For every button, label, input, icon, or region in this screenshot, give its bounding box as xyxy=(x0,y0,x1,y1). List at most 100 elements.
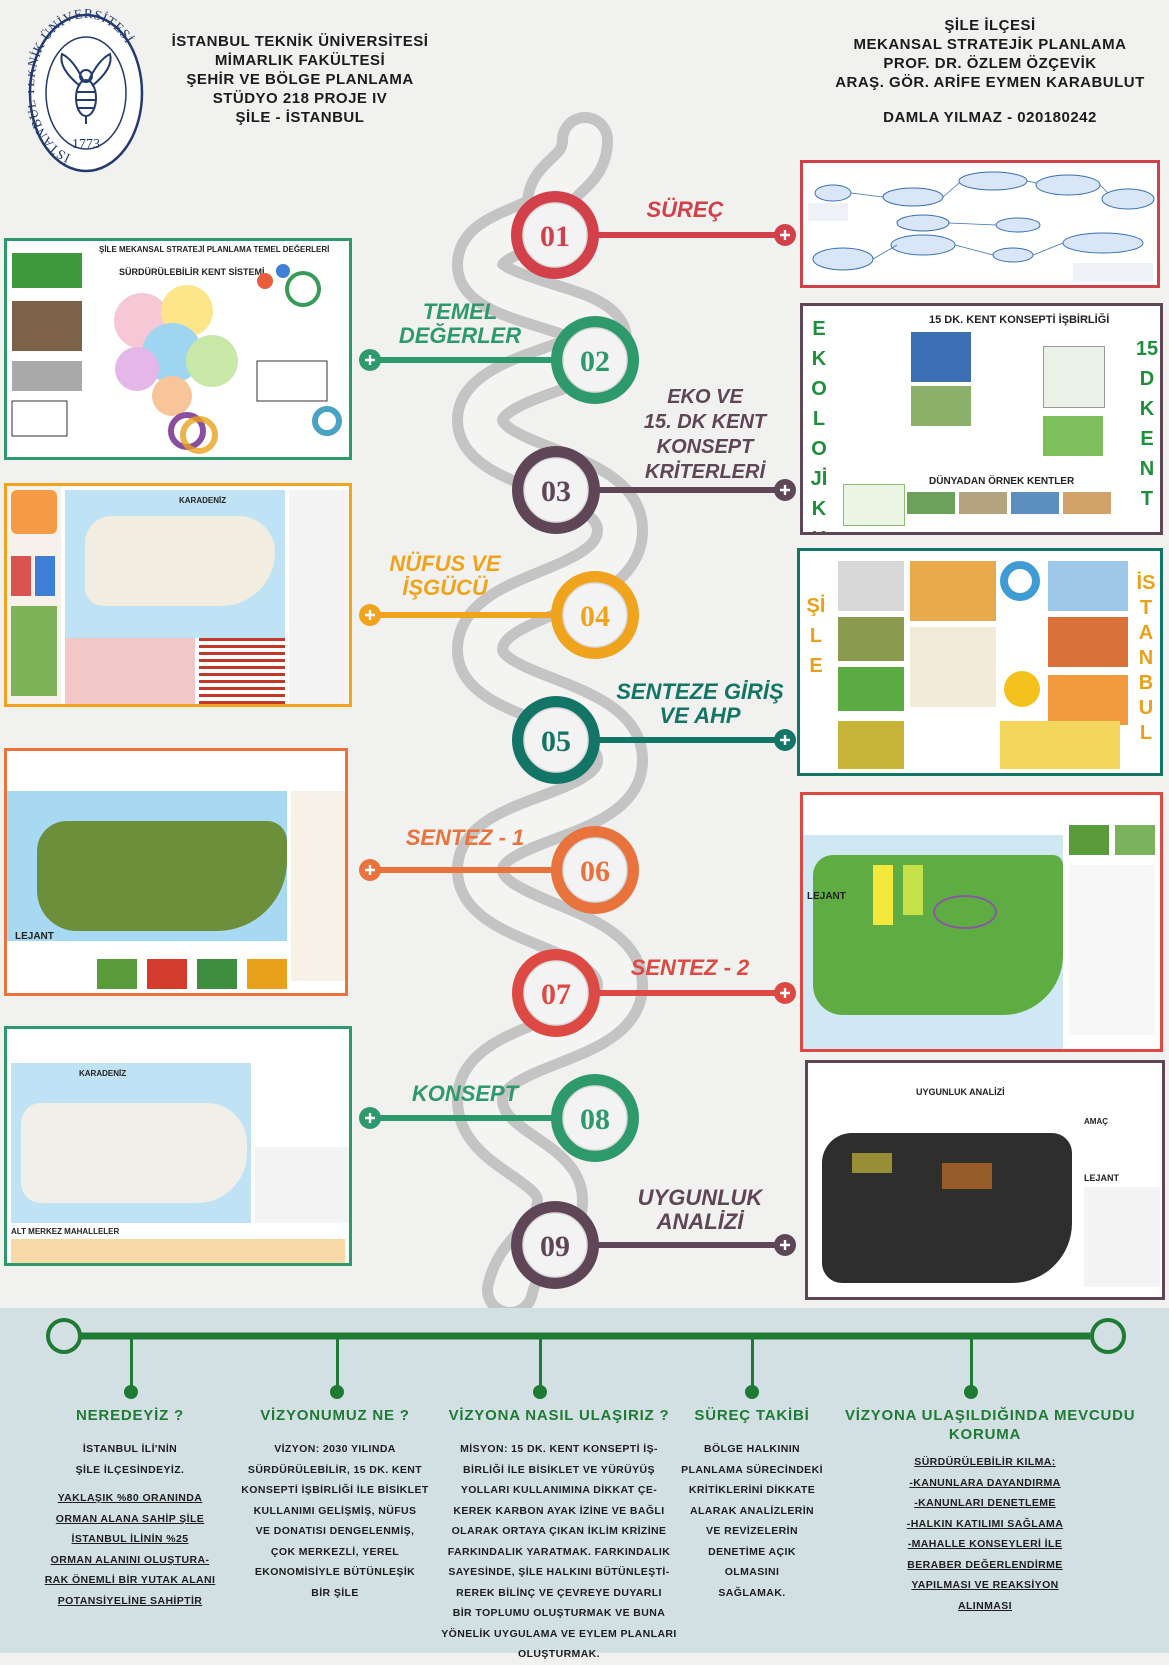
board-temel-degerler[interactable]: ŞİLE MEKANSAL STRATEJİ PLANLAMA TEMEL DE… xyxy=(4,238,352,460)
board-konsept[interactable]: KARADENİZ ALT MERKEZ MAHALLELER xyxy=(4,1026,352,1266)
photo xyxy=(911,332,971,382)
timeline-line: YOLLARI KULLANIMINA DİKKAT ÇE- xyxy=(460,1484,658,1496)
board-uygunluk[interactable]: UYGUNLUK ANALİZİ AMAÇ LEJANT xyxy=(805,1060,1165,1300)
timeline-line: VE REVİZELERİN xyxy=(706,1525,798,1537)
timeline-line: -HALKIN KATILIMI SAĞLAMA xyxy=(906,1517,1064,1530)
timeline-line: ÇOK MERKEZLİ, YEREL xyxy=(270,1545,400,1558)
step-label-sentez-1: SENTEZ - 1 xyxy=(405,825,525,850)
timeline-line: -KANUNLARA DAYANDIRMA xyxy=(909,1476,1061,1489)
step-label-surec: SÜREÇ xyxy=(646,197,724,222)
step-label-temel-degerler: TEMEL DEĞERLER xyxy=(398,299,522,348)
timeline-line: PLANLAMA SÜRECİNDEKİ xyxy=(681,1463,823,1476)
header-left-line: ŞEHİR VE BÖLGE PLANLAMA xyxy=(186,71,414,88)
board-surec[interactable] xyxy=(800,160,1160,288)
step-label-uygunluk: UYGUNLUK ANALİZİ xyxy=(637,1185,763,1234)
suitability-map xyxy=(822,1133,1072,1283)
timeline-line: YAPILMASI VE REAKSİYON xyxy=(911,1579,1059,1591)
header-left: İSTANBUL TEKNİK ÜNİVERSİTESİ MİMARLIK FA… xyxy=(150,32,450,127)
timeline-line: SAYESİNDE, ŞİLE HALKINI BÜTÜNLEŞTİ- xyxy=(448,1566,670,1578)
timeline-line: SAĞLAMAK. xyxy=(718,1586,786,1599)
timeline-line: KRİTİKLERİNİ DİKKATE xyxy=(688,1484,816,1496)
step-label-sentez-2: SENTEZ - 2 xyxy=(630,955,750,980)
timeline-col-vizyon: VİZYONUMUZ NE ? VİZYON: 2030 YILINDA SÜR… xyxy=(230,1406,440,1603)
step-badge-07[interactable]: 07 xyxy=(512,949,796,1037)
logo-year: 1773 xyxy=(72,137,100,152)
timeline-line: POTANSİYELİNE SAHİPTİR xyxy=(57,1594,203,1607)
timeline-heading: VİZYONUMUZ NE ? xyxy=(260,1407,410,1424)
photo xyxy=(959,492,1007,514)
timeline-line: FARKINDALIK YARATMAK. FARKINDALIK xyxy=(447,1545,671,1558)
header-left-line: İSTANBUL TEKNİK ÜNİVERSİTESİ xyxy=(171,33,429,50)
timeline-line: MİSYON: 15 DK. KENT KONSEPTİ İŞ- xyxy=(460,1443,658,1455)
board-eko-15dk[interactable]: EKOLOJİKKENT 15DKENT 15 DK. KENT KONSEPT… xyxy=(800,303,1163,535)
timeline-heading: VİZYONA NASIL ULAŞIRIZ ? xyxy=(448,1407,670,1424)
legend-title: LEJANT xyxy=(1084,1173,1120,1183)
step-number: 06 xyxy=(580,855,610,888)
board-right-vertical: İSTANBUL xyxy=(1136,572,1156,744)
step-badge-01[interactable]: 01 xyxy=(511,191,796,279)
step-badge-03[interactable]: 03 xyxy=(512,446,796,534)
board-right-vertical: 15DKENT xyxy=(1135,338,1159,510)
photo xyxy=(1063,492,1111,514)
step-label-eko-15dk: EKO VE 15. DK KENT KONSEPT KRİTERLERİ xyxy=(643,386,767,483)
step-number: 03 xyxy=(541,475,571,508)
map-label: KARADENİZ xyxy=(79,1069,127,1078)
timeline-line: OLMASINI xyxy=(724,1566,780,1578)
board-footer: ALT MERKEZ MAHALLELER xyxy=(11,1227,120,1236)
step-badge-08[interactable]: 08 xyxy=(359,1074,639,1162)
bee-emblem-icon xyxy=(60,52,112,124)
timeline-line: OLARAK ORTAYA ÇIKAN İKLİM KRİZİNE xyxy=(451,1525,667,1537)
values-diagram xyxy=(11,253,342,454)
venn-diagram xyxy=(843,484,905,526)
timeline-line: İSTANBUL İLİNİN %25 xyxy=(71,1533,189,1545)
timeline-marker xyxy=(124,1385,138,1399)
heat-map xyxy=(65,638,195,704)
step-badge-04[interactable]: 04 xyxy=(359,571,639,659)
board-title: 15 DK. KENT KONSEPTİ İŞBİRLİĞİ xyxy=(929,314,1110,326)
board-sentez-1[interactable]: LEJANT xyxy=(4,748,348,996)
step-badge-06[interactable]: 06 xyxy=(359,826,639,914)
timeline-line: KEREK KARBON AYAK İZİNE VE BAĞLI xyxy=(453,1504,665,1517)
step-number: 09 xyxy=(540,1230,570,1263)
author-line: DAMLA YILMAZ - 020180242 xyxy=(883,109,1097,126)
criteria-table xyxy=(839,320,909,460)
serpentine-road: 01 02 03 04 05 06 07 08 09 xyxy=(359,112,796,1308)
board-title: UYGUNLUK ANALİZİ xyxy=(916,1087,1005,1097)
header-left-line: ŞİLE - İSTANBUL xyxy=(235,109,365,126)
board-title: ŞİLE MEKANSAL STRATEJİ PLANLAMA TEMEL DE… xyxy=(99,245,330,254)
timeline-line: İSTANBUL İLİ'NİN xyxy=(82,1443,178,1455)
step-badge-09[interactable]: 09 xyxy=(511,1201,796,1289)
timeline-marker xyxy=(964,1385,978,1399)
timeline-panel xyxy=(0,1308,1169,1653)
header-right-line: PROF. DR. ÖZLEM ÖZÇEVİK xyxy=(883,55,1097,72)
timeline-line: ALARAK ANALİZLERİN xyxy=(689,1504,815,1517)
timeline-line: ORMAN ALANA SAHİP ŞİLE xyxy=(55,1512,205,1525)
board-senteze-giris[interactable]: ŞİLE İSTANBUL xyxy=(797,548,1163,776)
header-right: ŞİLE İLÇESİ MEKANSAL STRATEJİK PLANLAMA … xyxy=(815,16,1165,127)
population-map: KARADENİZ xyxy=(65,490,285,638)
header-right-line: ŞİLE İLÇESİ xyxy=(944,17,1036,34)
step-label-konsept: KONSEPT xyxy=(411,1081,519,1106)
timeline-line: ŞİLE İLÇESİNDEYİZ. xyxy=(75,1463,185,1476)
timeline-line: BİRLİĞİ İLE BİSİKLET VE YÜRÜYÜŞ xyxy=(463,1463,655,1476)
board-footer: DÜNYADAN ÖRNEK KENTLER xyxy=(929,476,1075,487)
step-badge-05[interactable]: 05 xyxy=(512,696,796,784)
step-badge-02[interactable]: 02 xyxy=(359,316,639,404)
photo xyxy=(911,386,971,426)
timeline-line: KULLANIMI GELİŞMİŞ, NÜFUS xyxy=(253,1504,417,1517)
process-diagram xyxy=(808,171,1155,281)
synthesis-map xyxy=(7,791,287,941)
board-sentez-2[interactable]: LEJANT xyxy=(800,792,1163,1052)
timeline-heading: SÜREÇ TAKİBİ xyxy=(694,1407,810,1424)
timeline-line: EKONOMİSİYLE BÜTÜNLEŞİK xyxy=(254,1566,416,1578)
legend-title: LEJANT xyxy=(15,931,54,942)
header-right-line: MEKANSAL STRATEJİK PLANLAMA xyxy=(853,36,1127,53)
board-nufus[interactable]: KARADENİZ xyxy=(4,483,352,707)
timeline-line: DENETİME AÇIK xyxy=(708,1545,796,1558)
legend-title: LEJANT xyxy=(807,891,846,902)
step-number: 07 xyxy=(541,978,571,1011)
timeline-line: ALINMASI xyxy=(958,1599,1012,1612)
timeline-end-node xyxy=(1090,1318,1126,1354)
timeline-marker xyxy=(330,1385,344,1399)
timeline-line: -MAHALLE KONSEYLERİ İLE xyxy=(907,1538,1063,1550)
